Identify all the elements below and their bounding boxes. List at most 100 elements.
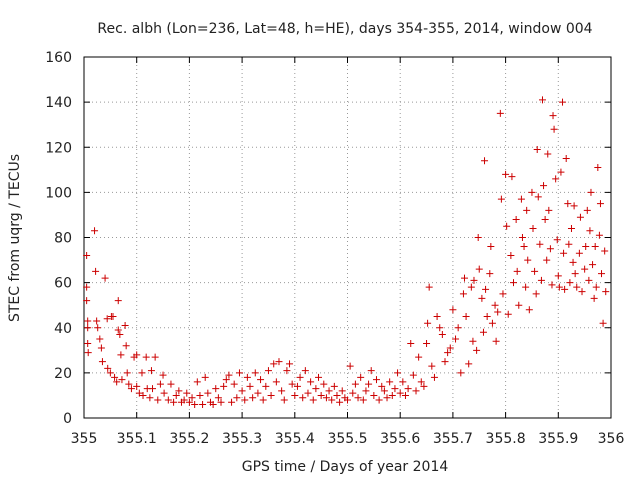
data-point [301,367,309,375]
data-point [565,240,573,248]
data-point [362,387,370,395]
x-tick-label: 355.4 [275,431,315,447]
data-point [114,326,122,334]
chart-title: Rec. albh (Lon=236, Lat=48, h=HE), days … [97,21,592,37]
data-point [135,389,143,397]
data-point [576,213,584,221]
data-point [201,373,209,381]
data-point [585,276,593,284]
data-point [92,267,100,275]
data-point [91,227,99,235]
data-point [288,380,296,388]
data-point [591,243,599,251]
data-point [540,182,548,190]
data-point [561,285,569,293]
data-point [118,376,126,384]
data-point [513,267,521,275]
x-tick-label: 355.3 [222,431,262,447]
data-point [333,391,341,399]
data-point [139,391,147,399]
data-point [167,380,175,388]
data-point [488,319,496,327]
data-point [528,188,536,196]
data-point [512,215,520,223]
data-point [280,396,288,404]
data-point [246,382,254,390]
data-point [552,175,560,183]
data-point [502,170,510,178]
data-point [423,340,431,348]
data-point [475,265,483,273]
data-point [315,373,323,381]
data-point [595,231,603,239]
data-point [550,125,558,133]
data-point [307,378,315,386]
data-points [83,96,610,408]
data-point [101,274,109,282]
data-point [309,396,317,404]
data-point [164,396,172,404]
data-point [220,382,228,390]
data-point [522,283,530,291]
y-tick-label: 160 [45,50,72,66]
data-point [103,315,111,323]
data-point [590,294,598,302]
data-point [241,396,249,404]
data-point [444,349,452,357]
data-point [127,385,135,393]
data-point [560,249,568,257]
data-point [359,396,367,404]
data-point [586,227,594,235]
data-point [399,378,407,386]
data-point [264,367,272,375]
data-point [328,396,336,404]
data-point [544,150,552,158]
x-tick-label: 356 [598,431,625,447]
data-point [193,378,201,386]
data-point [436,324,444,332]
data-point [383,394,391,402]
data-point [529,224,537,232]
data-point [225,371,233,379]
data-point [465,360,473,368]
data-point [151,353,159,361]
data-point [549,112,557,120]
data-point [291,391,299,399]
data-point [481,157,489,165]
data-point [123,369,131,377]
data-point [486,270,494,278]
data-point [113,378,121,386]
data-point [235,369,243,377]
data-point [170,398,178,406]
data-point [483,312,491,320]
data-point [344,396,351,404]
data-point [507,252,515,260]
data-point [375,396,383,404]
data-point [133,351,141,359]
data-point [388,391,396,399]
x-tick-label: 355.9 [538,431,578,447]
data-point [524,256,532,264]
y-tick-label: 140 [45,95,72,111]
data-point [270,360,278,368]
x-tick-label: 355.8 [486,431,526,447]
data-point [217,398,225,406]
data-point [533,146,541,154]
data-point [412,387,420,395]
data-point [272,378,280,386]
data-point [330,382,338,390]
data-point [508,173,516,181]
data-point [156,380,164,388]
data-point [497,195,505,203]
data-point [121,321,129,329]
data-point [417,378,425,386]
x-tick-label: 355.7 [433,431,473,447]
data-point [567,224,575,232]
data-point [96,335,104,343]
data-point [351,380,359,388]
data-point [557,168,565,176]
data-point [84,340,92,348]
data-point [370,391,378,399]
data-point [492,337,500,345]
data-point [98,358,106,366]
